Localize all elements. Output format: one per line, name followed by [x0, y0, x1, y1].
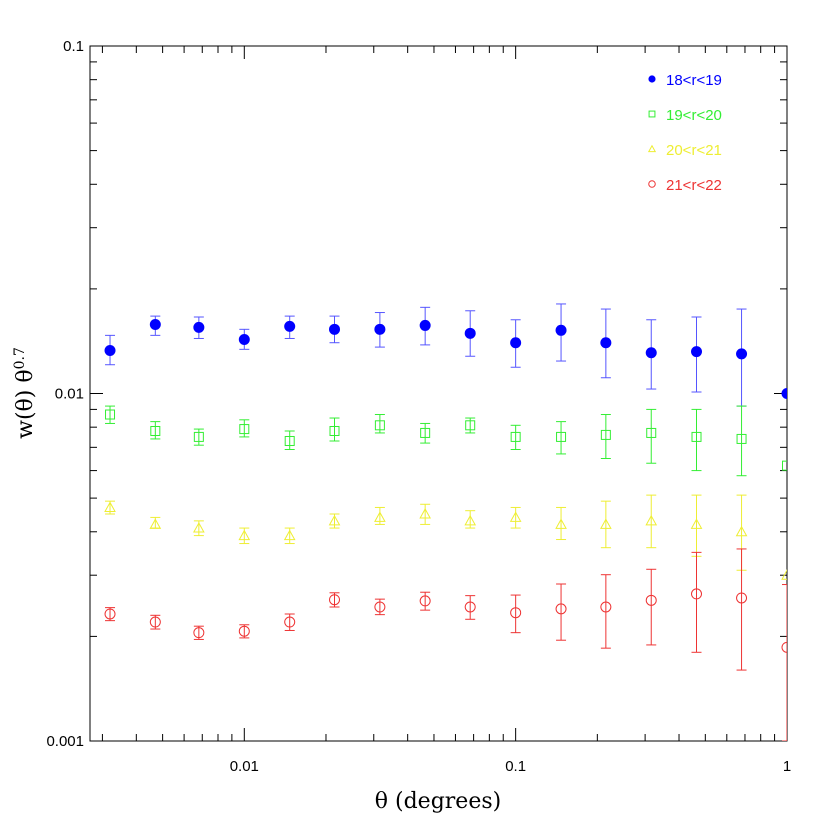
- data-point: [648, 180, 656, 188]
- data-point: [510, 337, 522, 349]
- data-point: [646, 427, 657, 438]
- data-point: [600, 429, 611, 440]
- data-point: [464, 601, 476, 613]
- y-tick-label: 0.01: [55, 386, 84, 403]
- data-point: [284, 320, 296, 332]
- y-tick-label: 0.1: [63, 38, 84, 55]
- series-group: [105, 405, 787, 477]
- data-point: [193, 627, 205, 639]
- data-point: [239, 424, 250, 435]
- data-point: [645, 594, 657, 606]
- data-point: [645, 514, 658, 526]
- data-point: [691, 431, 702, 442]
- tick-labels: 0.01 0.1 1 0.001 0.01 0.1: [46, 38, 791, 775]
- data-point: [690, 518, 703, 529]
- legend-label: 20<r<21: [666, 142, 722, 159]
- x-axis-title: θ (degrees): [375, 789, 501, 814]
- data-point: [419, 507, 432, 519]
- data-point: [420, 427, 431, 438]
- data-point: [374, 420, 385, 431]
- data-point: [419, 595, 431, 607]
- y-axis-title-main: w(θ) θ: [13, 369, 38, 438]
- data-point: [374, 601, 386, 613]
- data-point: [781, 641, 787, 653]
- data-point: [329, 594, 341, 606]
- legend-label: 19<r<20: [666, 107, 722, 124]
- data-point: [782, 460, 787, 471]
- data-point: [149, 318, 161, 330]
- data-point: [193, 431, 204, 442]
- data-point: [735, 525, 748, 537]
- data-point: [555, 603, 567, 615]
- data-point: [284, 435, 295, 446]
- data-point: [736, 433, 747, 444]
- data-point: [509, 511, 522, 522]
- data-point: [238, 529, 251, 541]
- data-point: [510, 431, 521, 442]
- x-tick-label: 0.1: [505, 758, 526, 775]
- data-point: [328, 514, 341, 526]
- data-point: [238, 625, 250, 637]
- data-point: [600, 601, 612, 613]
- data-point: [374, 323, 386, 335]
- data-point: [465, 420, 476, 431]
- data-point: [645, 347, 657, 359]
- data-point: [781, 388, 787, 399]
- x-tick-label: 0.01: [230, 758, 259, 775]
- legend: 18<r<19 19<r<20 20<r<21 21<r<22: [647, 72, 722, 194]
- x-tick-label: 1: [783, 758, 791, 775]
- data-point: [647, 144, 657, 153]
- data-point: [781, 569, 787, 580]
- series-group: [104, 548, 787, 741]
- legend-label: 18<r<19: [666, 72, 722, 89]
- data-point: [283, 529, 296, 541]
- data-point: [329, 323, 341, 335]
- data-point: [600, 337, 612, 349]
- axis-ticks: [90, 46, 788, 742]
- data-point: [464, 514, 477, 526]
- data-point: [104, 501, 116, 512]
- data-point: [284, 616, 296, 628]
- data-point: [510, 607, 522, 619]
- data-point: [556, 431, 567, 442]
- data-point: [691, 588, 703, 600]
- data-point: [149, 616, 161, 628]
- data-point: [193, 522, 205, 533]
- y-axis-title-exponent: 0.7: [12, 347, 28, 369]
- data-point: [149, 518, 162, 529]
- data-point: [555, 324, 567, 336]
- data-point: [104, 608, 116, 620]
- data-point: [329, 425, 340, 436]
- data-point: [464, 327, 476, 339]
- data-series: [104, 303, 787, 741]
- data-point: [600, 518, 612, 529]
- legend-label: 21<r<22: [666, 177, 722, 194]
- y-axis-title: w(θ) θ0.7: [12, 347, 38, 439]
- data-point: [691, 346, 703, 358]
- data-point: [555, 518, 567, 529]
- data-point: [648, 75, 656, 83]
- data-point: [150, 425, 161, 436]
- y-tick-label: 0.001: [46, 733, 84, 750]
- data-point: [105, 409, 116, 420]
- data-point: [374, 511, 386, 522]
- data-point: [736, 348, 748, 360]
- series-group: [104, 303, 787, 407]
- series-group: [104, 494, 787, 580]
- data-point: [104, 344, 116, 356]
- data-point: [736, 592, 748, 604]
- data-point: [238, 334, 250, 346]
- data-point: [193, 321, 205, 333]
- data-point: [648, 110, 656, 118]
- data-point: [419, 319, 431, 331]
